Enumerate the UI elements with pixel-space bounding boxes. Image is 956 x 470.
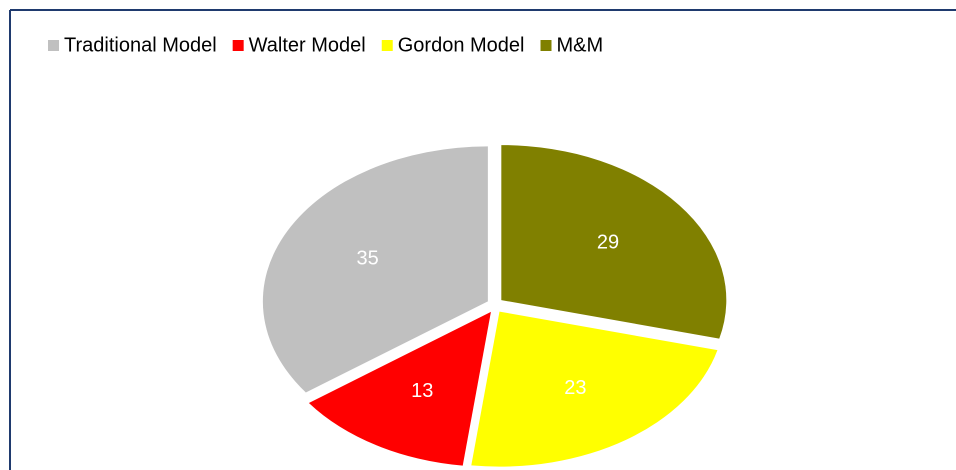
legend-swatch: [48, 40, 59, 51]
legend-label: Walter Model: [249, 34, 366, 56]
legend-swatch: [232, 40, 244, 51]
pie-slice: [308, 311, 491, 466]
data-label: 23: [564, 377, 586, 399]
data-label: 29: [597, 231, 619, 253]
data-label: 35: [356, 247, 378, 269]
data-label: 13: [411, 380, 433, 402]
legend-swatch: [540, 40, 552, 51]
legend-label: M&M: [557, 34, 604, 56]
pie-slice: [262, 146, 488, 393]
legend-swatch: [381, 40, 393, 51]
pie-slice: [501, 145, 727, 339]
legend-label: Traditional Model: [64, 34, 217, 56]
legend-label: Gordon Model: [398, 34, 525, 56]
pie-slice: [471, 311, 718, 467]
